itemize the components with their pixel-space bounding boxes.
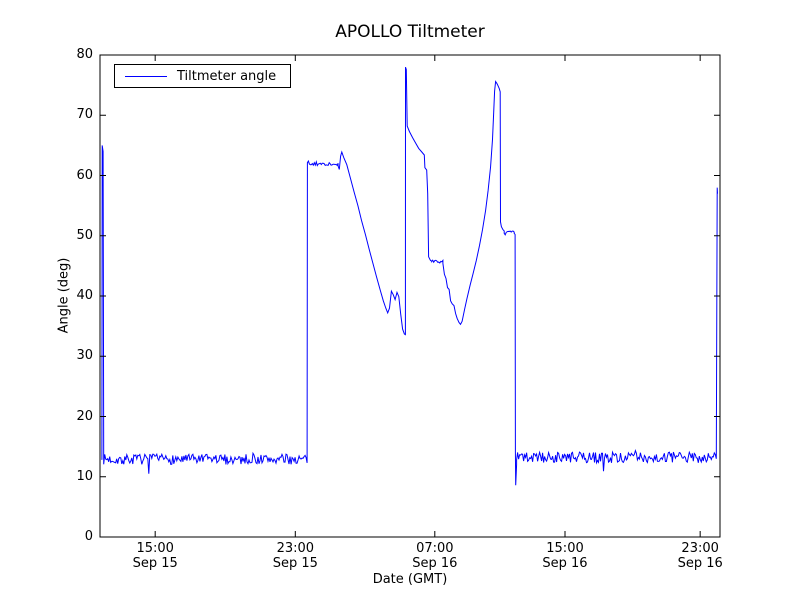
y-tick-label: 30 [76, 348, 93, 364]
x-tick-date: Sep 16 [542, 556, 588, 571]
x-tick-label: 15:00 Sep 15 [110, 541, 200, 571]
x-tick-label: 15:00 Sep 16 [520, 541, 610, 571]
axes-frame [99, 54, 721, 538]
x-tick-label: 23:00 Sep 16 [655, 541, 745, 571]
x-tick-label: 23:00 Sep 15 [250, 541, 340, 571]
y-tick-label: 80 [76, 47, 93, 62]
x-tick-label: 07:00 Sep 16 [390, 541, 480, 571]
x-tick-date: Sep 15 [132, 556, 178, 571]
x-tick-date: Sep 16 [677, 556, 723, 571]
y-tick-label: 10 [76, 468, 93, 484]
y-tick-label: 40 [76, 288, 93, 303]
x-tick-time: 23:00 [681, 541, 719, 556]
x-tick-date: Sep 15 [272, 556, 318, 571]
x-tick-time: 15:00 [546, 541, 584, 556]
y-tick-label: 20 [76, 408, 93, 424]
y-tick-label: 0 [84, 529, 93, 544]
y-tick-label: 50 [76, 227, 93, 243]
legend-line-sample [125, 75, 167, 77]
y-tick-label: 70 [76, 107, 93, 123]
series-line [101, 66, 718, 486]
x-tick-time: 15:00 [136, 541, 174, 556]
x-tick-time: 07:00 [416, 541, 454, 556]
x-axis-label: Date (GMT) [372, 572, 448, 587]
chart-title: APOLLO Tiltmeter [335, 22, 485, 42]
legend-label: Tiltmeter angle [177, 68, 277, 84]
legend: Tiltmeter angle [114, 64, 292, 88]
y-tick-label: 60 [76, 167, 93, 183]
x-tick-time: 23:00 [276, 541, 315, 556]
x-tick-date: Sep 16 [412, 556, 458, 571]
